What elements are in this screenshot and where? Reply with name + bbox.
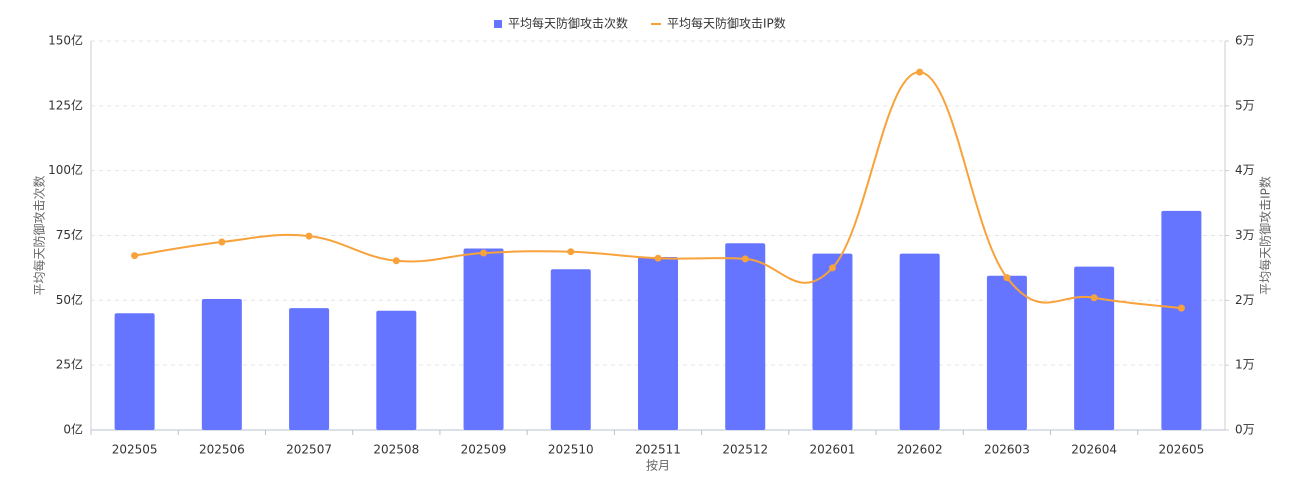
x-tick-label: 202506: [199, 443, 245, 457]
bar: [463, 248, 504, 430]
bar: [114, 313, 155, 430]
bar: [812, 253, 853, 430]
y2-tick-label: 6万: [1235, 34, 1255, 48]
y2-tick-label: 5万: [1235, 98, 1255, 112]
x-tick-label: 202508: [373, 443, 419, 457]
line-point: [654, 254, 662, 262]
y-tick-label: 125亿: [48, 97, 83, 112]
line-point: [1003, 274, 1011, 282]
x-tick-label: 202603: [984, 443, 1030, 457]
y-tick-label: 150亿: [48, 33, 83, 48]
x-tick-label: 202604: [1071, 443, 1117, 457]
line-point: [916, 68, 924, 76]
y2-tick-label: 3万: [1235, 228, 1255, 242]
legend-label: 平均每天防御攻击IP数: [667, 16, 786, 31]
bar: [550, 269, 591, 430]
bar: [725, 243, 766, 430]
x-tick-label: 202511: [635, 443, 681, 457]
legend-swatch: [494, 20, 502, 28]
bar: [638, 257, 678, 430]
x-tick-label: 202510: [548, 443, 594, 457]
y-tick-label: 25亿: [56, 357, 83, 372]
y2-axis-title: 平均每天防御攻击IP数: [1258, 176, 1273, 295]
y2-tick-label: 0万: [1235, 423, 1255, 437]
y-axis-title: 平均每天防御攻击次数: [32, 175, 47, 295]
line-point: [828, 264, 836, 272]
bar: [376, 310, 417, 430]
line-point: [305, 232, 313, 240]
bar: [986, 275, 1027, 430]
line-point: [1090, 294, 1098, 302]
x-tick-label: 202512: [722, 443, 768, 457]
bar: [289, 308, 330, 430]
line-point: [218, 238, 226, 246]
bar: [201, 299, 242, 430]
bar: [1161, 210, 1202, 430]
y2-tick-label: 2万: [1235, 293, 1255, 307]
y2-tick-label: 4万: [1235, 163, 1255, 177]
line-point: [567, 248, 575, 256]
line-point: [741, 255, 749, 263]
line-point: [480, 249, 488, 257]
y2-tick-label: 1万: [1235, 358, 1255, 372]
x-tick-label: 202605: [1158, 443, 1204, 457]
legend-label: 平均每天防御攻击次数: [508, 16, 628, 31]
y-tick-label: 50亿: [56, 292, 83, 307]
line-point: [392, 257, 400, 265]
x-tick-label: 202507: [286, 443, 332, 457]
line-point: [131, 252, 139, 260]
x-tick-label: 202509: [461, 443, 507, 457]
y-tick-label: 100亿: [48, 162, 83, 177]
bar: [899, 253, 940, 430]
y-tick-label: 0亿: [63, 422, 83, 437]
x-tick-label: 202505: [112, 443, 158, 457]
line-point: [1177, 304, 1185, 312]
x-tick-label: 202601: [810, 443, 856, 457]
x-tick-label: 202602: [897, 443, 943, 457]
x-axis-title: 按月: [646, 459, 670, 473]
y-tick-label: 75亿: [56, 227, 83, 242]
bar: [1074, 266, 1115, 430]
